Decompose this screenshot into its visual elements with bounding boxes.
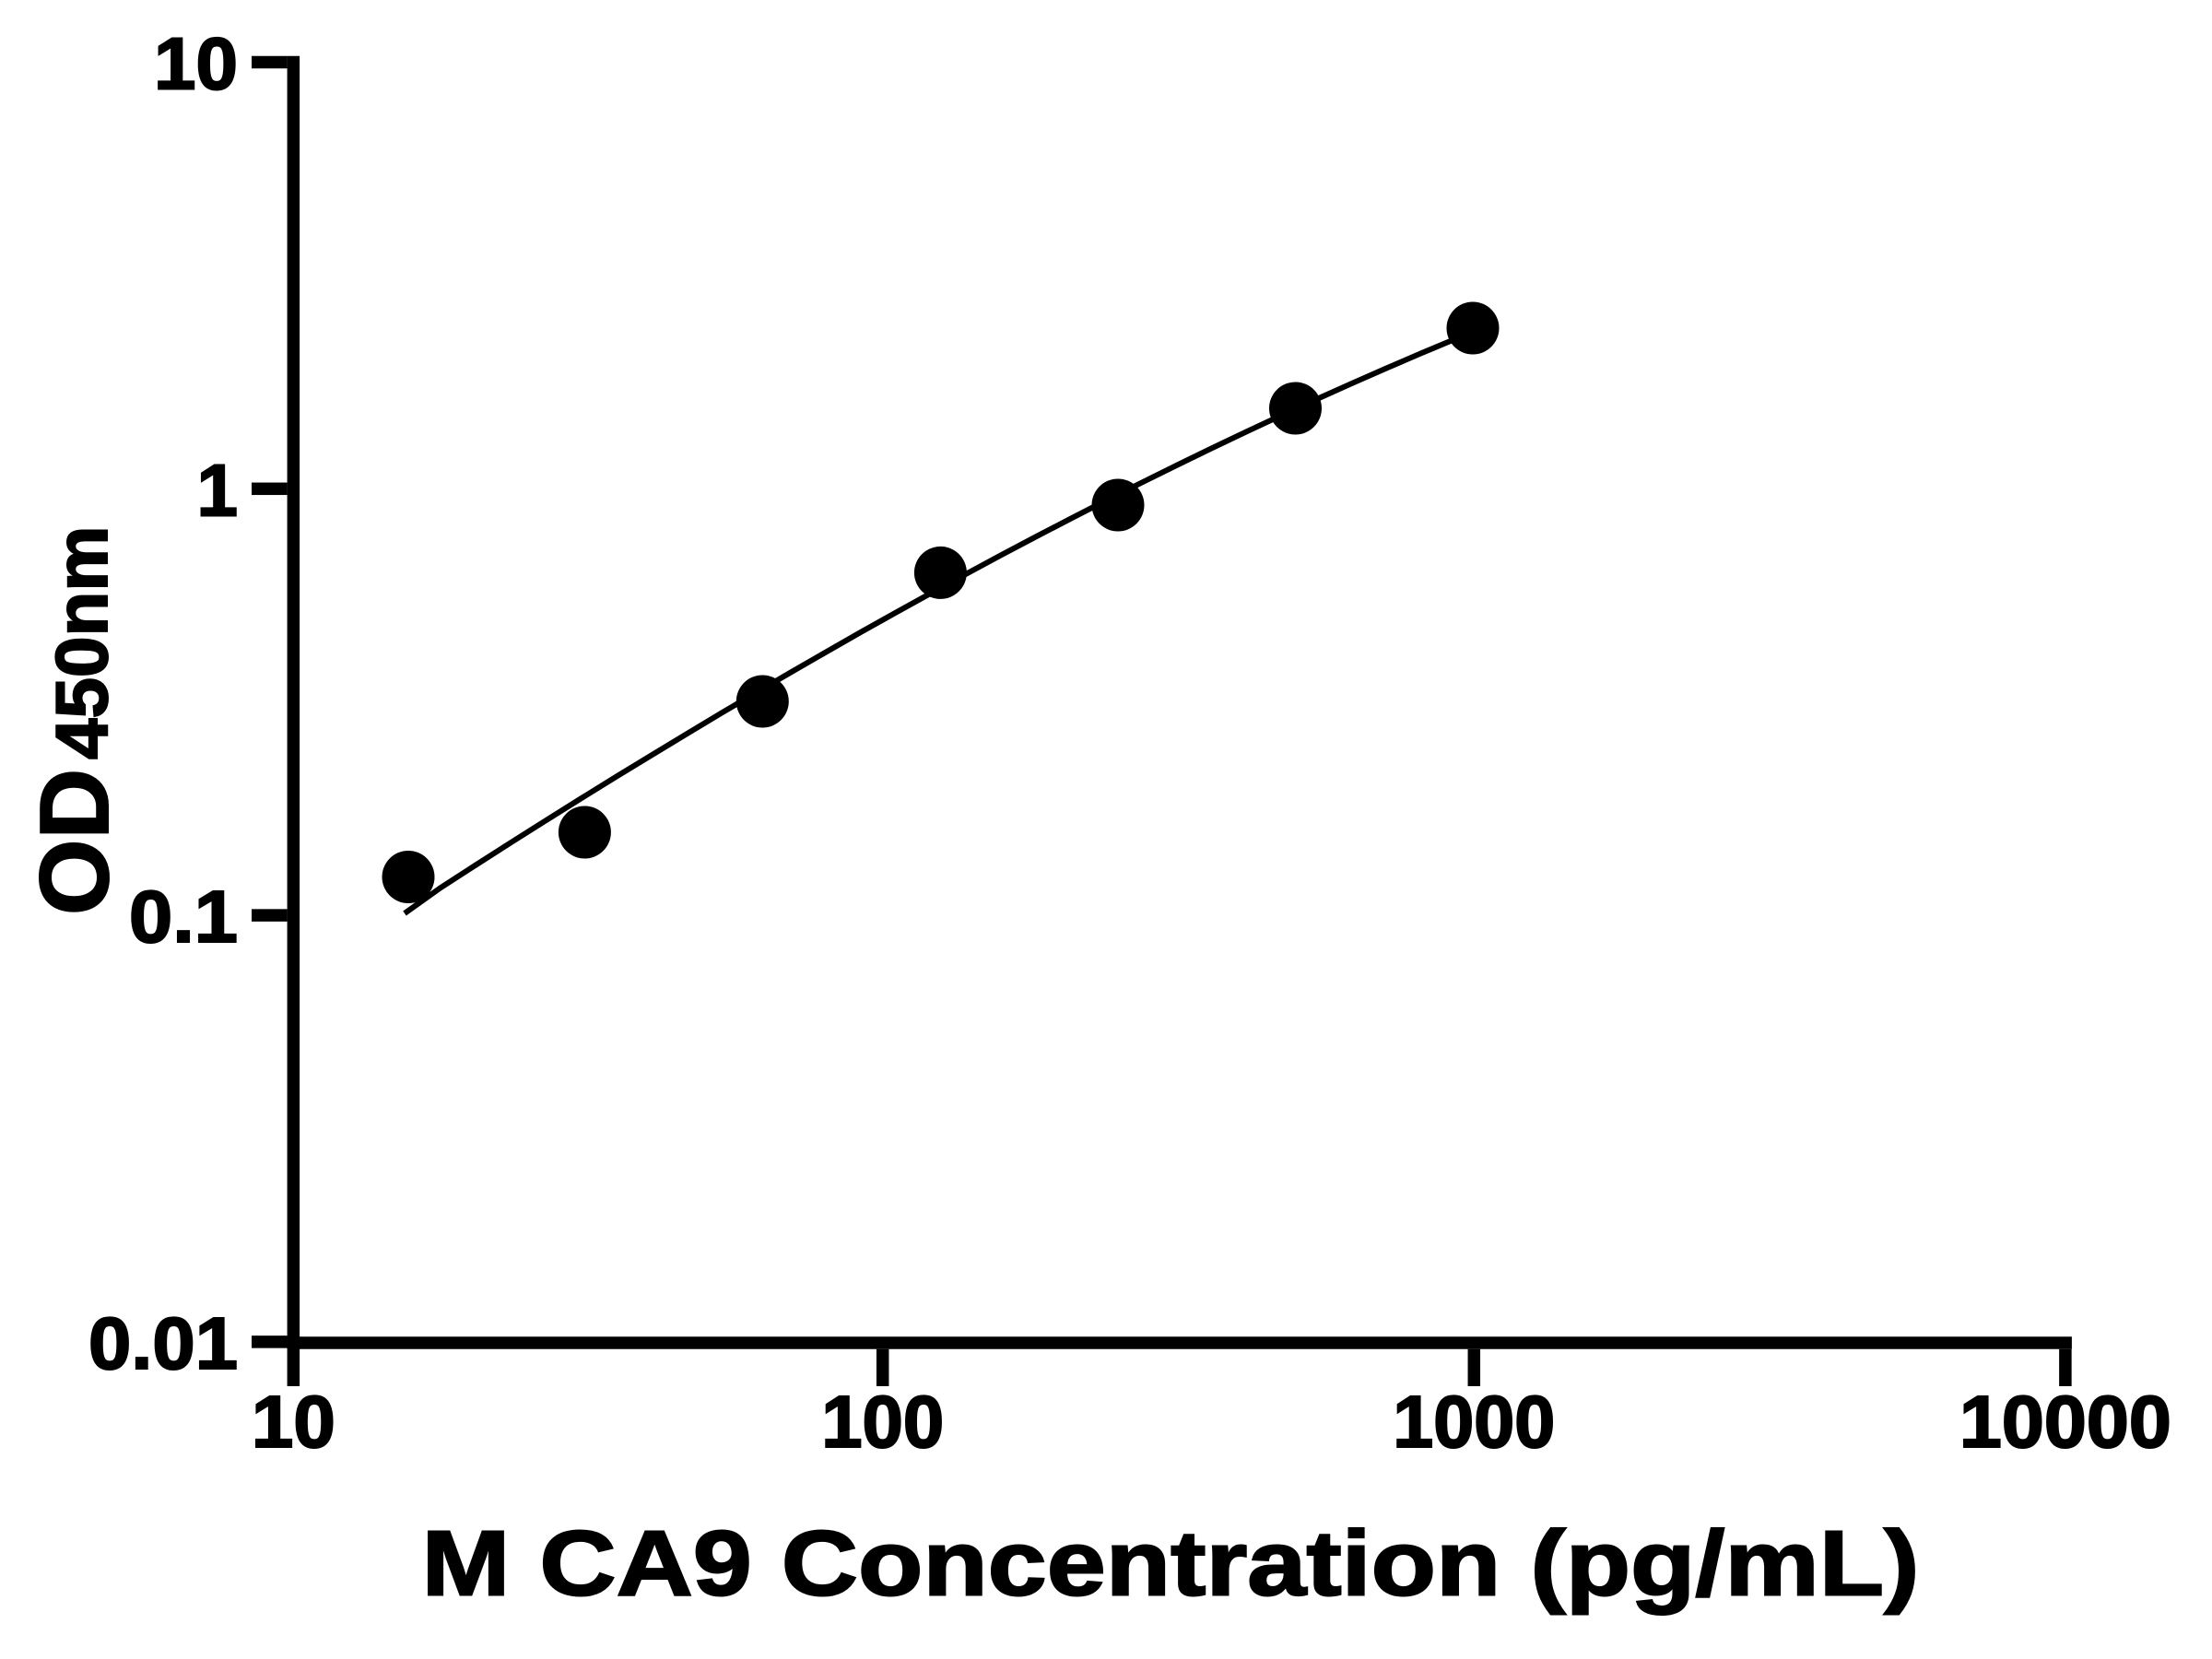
svg-text:0.01: 0.01 <box>88 1302 238 1384</box>
svg-text:M CA9 Concentration (pg/mL): M CA9 Concentration (pg/mL) <box>422 1512 1920 1616</box>
svg-text:0.1: 0.1 <box>129 876 238 958</box>
svg-text:10: 10 <box>252 1381 335 1463</box>
svg-text:10000: 10000 <box>1959 1381 2171 1463</box>
svg-text:10: 10 <box>154 23 238 105</box>
svg-text:100: 100 <box>821 1381 944 1463</box>
svg-text:1: 1 <box>197 449 239 531</box>
svg-text:1000: 1000 <box>1393 1381 1555 1463</box>
